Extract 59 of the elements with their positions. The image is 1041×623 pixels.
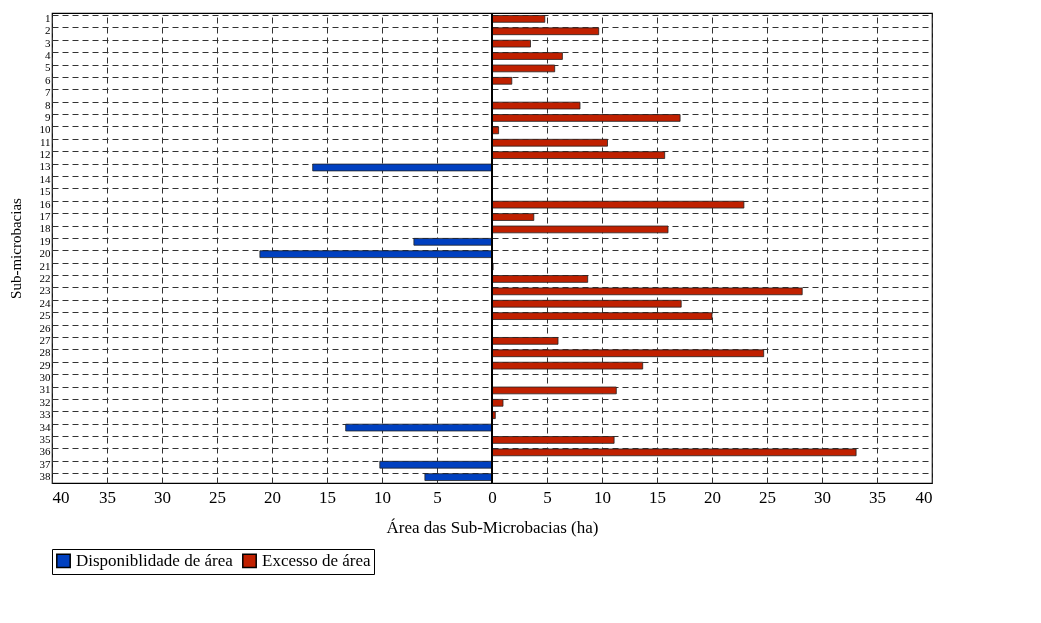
- y-tick-label: 22: [39, 271, 51, 284]
- y-tick-label: 7: [45, 86, 51, 99]
- x-tick-label: 40: [52, 487, 70, 507]
- y-tick-label: 4: [45, 49, 51, 62]
- x-tick-label: 5: [433, 487, 442, 507]
- y-tick-label: 1: [45, 11, 51, 24]
- x-tick-label: 20: [704, 487, 721, 507]
- x-tick-label: 25: [209, 487, 226, 507]
- x-tick-label: 0: [488, 487, 497, 507]
- x-tick-label: 10: [594, 487, 611, 507]
- y-tick-label: 14: [39, 172, 51, 185]
- x-tick-label: 15: [319, 487, 336, 507]
- y-tick-label: 30: [39, 371, 51, 384]
- y-tick-label: 11: [39, 135, 51, 148]
- legend-label: Excesso de área: [262, 550, 371, 570]
- x-tick-label: 35: [869, 487, 886, 507]
- x-tick-label: 25: [759, 487, 776, 507]
- y-tick-label: 8: [45, 98, 51, 111]
- y-tick-label: 26: [39, 321, 51, 334]
- y-tick-label: 28: [39, 346, 51, 359]
- y-axis-title: Sub-microbacias: [7, 197, 24, 299]
- y-tick-label: 5: [45, 61, 51, 74]
- y-tick-label: 25: [39, 309, 51, 322]
- y-tick-label: 3: [45, 36, 51, 49]
- y-tick-label: 6: [45, 73, 51, 86]
- y-tick-label: 21: [39, 259, 51, 272]
- x-tick-label: 30: [154, 487, 171, 507]
- y-tick-label: 16: [39, 197, 51, 210]
- y-tick-label: 36: [39, 445, 51, 458]
- y-tick-label: 24: [39, 296, 51, 309]
- y-tick-label: 9: [45, 110, 51, 123]
- y-tick-label: 33: [39, 408, 51, 421]
- x-tick-label: 30: [814, 487, 831, 507]
- y-tick-label: 35: [39, 432, 51, 445]
- y-tick-label: 20: [39, 247, 51, 260]
- y-tick-label: 10: [39, 123, 51, 136]
- y-tick-label: 23: [39, 284, 51, 297]
- x-tick-label: 40: [915, 487, 933, 507]
- y-tick-label: 15: [39, 185, 51, 198]
- y-tick-label: 34: [39, 420, 51, 433]
- y-tick-label: 17: [39, 210, 51, 223]
- y-tick-label: 2: [45, 24, 51, 37]
- y-tick-label: 27: [39, 333, 51, 346]
- legend-label: Disponiblidade de área: [76, 550, 234, 570]
- x-tick-label: 5: [543, 487, 552, 507]
- y-tick-label: 38: [39, 470, 51, 483]
- y-tick-label: 18: [39, 222, 51, 235]
- x-tick-label: 10: [374, 487, 391, 507]
- y-tick-label: 32: [39, 395, 51, 408]
- y-tick-label: 12: [39, 148, 51, 161]
- x-axis-title: Área das Sub-Microbacias (ha): [386, 517, 599, 537]
- y-tick-label: 29: [39, 358, 51, 371]
- x-tick-label: 35: [99, 487, 116, 507]
- x-tick-label: 15: [649, 487, 666, 507]
- y-tick-label: 13: [39, 160, 51, 173]
- y-tick-label: 37: [39, 457, 51, 470]
- y-tick-label: 31: [39, 383, 51, 396]
- y-tick-label: 19: [39, 234, 51, 247]
- x-tick-label: 20: [264, 487, 281, 507]
